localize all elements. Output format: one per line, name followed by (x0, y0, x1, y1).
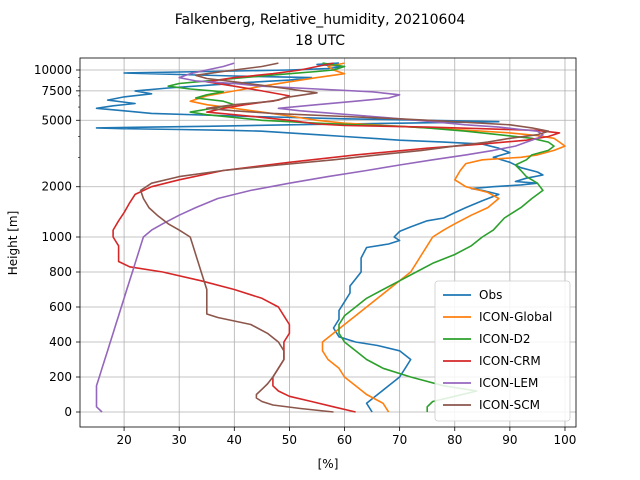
series-layer (95, 62, 566, 413)
plot-frame (79, 57, 577, 428)
y-tick-label: 5000 (41, 113, 72, 127)
y-tick-label: 2000 (41, 180, 72, 194)
series-line-icon-scm (139, 62, 550, 413)
legend-box (434, 280, 571, 422)
x-axis-ticks: 20 30 40 50 60 70 80 90 100 (116, 427, 576, 447)
legend: Obs ICON-Global ICON-D2 ICON-CRM ICON-LEM ICO… (434, 280, 571, 422)
x-tick-label: 30 (172, 433, 187, 447)
y-tick-label: 600 (49, 300, 72, 314)
chart-title: Falkenberg, Relative_humidity, 20210604 (175, 12, 466, 28)
x-tick-label: 70 (392, 433, 407, 447)
legend-label: ICON-Global (479, 310, 552, 324)
y-tick-label: 10000 (34, 63, 72, 77)
x-tick-label: 60 (337, 433, 352, 447)
legend-label: ICON-D2 (479, 332, 531, 346)
y-tick-label: 200 (49, 370, 72, 384)
y-tick-label: 1000 (41, 230, 72, 244)
legend-label: ICON-CRM (479, 354, 541, 368)
y-axis-label: Height [m] (6, 211, 20, 276)
legend-label: Obs (479, 288, 502, 302)
x-tick-label: 40 (227, 433, 242, 447)
y-tick-label: 400 (49, 335, 72, 349)
x-tick-label: 100 (554, 433, 577, 447)
series-line-icon-lem (95, 62, 544, 413)
x-tick-label: 90 (502, 433, 517, 447)
x-tick-label: 20 (116, 433, 131, 447)
legend-label: ICON-SCM (479, 398, 540, 412)
y-tick-label: 7500 (41, 84, 72, 98)
series-line-icon-d2 (167, 62, 555, 412)
legend-label: ICON-LEM (479, 376, 538, 390)
y-axis-ticks: 0 200 400 600 800 1000 2000 5000 7500 10000 (34, 63, 80, 419)
y-tick-label: 0 (64, 405, 72, 419)
x-tick-label: 80 (447, 433, 462, 447)
x-tick-label: 50 (282, 433, 297, 447)
x-axis-label: [%] (318, 457, 339, 471)
chart-subtitle: 18 UTC (295, 33, 345, 49)
series-line-obs (95, 62, 544, 413)
y-tick-label: 800 (49, 265, 72, 279)
